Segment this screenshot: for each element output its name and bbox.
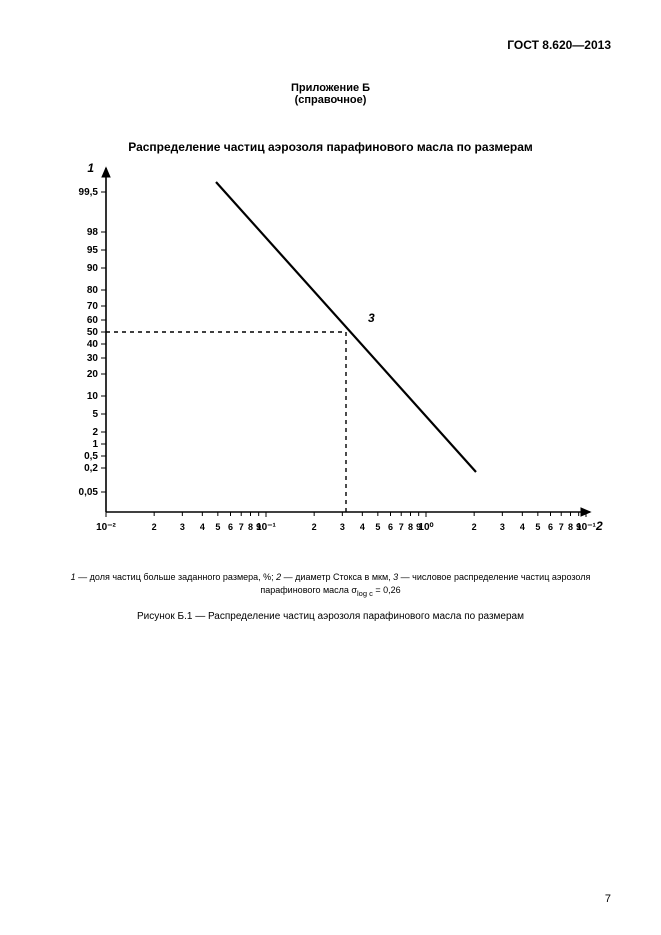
svg-text:4: 4 <box>519 522 524 532</box>
svg-text:8: 8 <box>247 522 252 532</box>
legend-text-1: — доля частиц больше заданного размера, … <box>76 572 276 582</box>
svg-text:0,5: 0,5 <box>84 451 98 462</box>
svg-text:3: 3 <box>499 522 504 532</box>
svg-text:7: 7 <box>558 522 563 532</box>
svg-text:0,2: 0,2 <box>84 463 98 474</box>
appendix-block: Приложение Б (справочное) <box>50 82 611 106</box>
svg-text:70: 70 <box>86 301 98 312</box>
svg-text:1: 1 <box>87 162 94 175</box>
svg-text:7: 7 <box>238 522 243 532</box>
page: ГОСТ 8.620—2013 Приложение Б (справочное… <box>0 0 661 935</box>
svg-text:4: 4 <box>359 522 364 532</box>
svg-text:2: 2 <box>595 519 603 533</box>
svg-text:2: 2 <box>151 522 156 532</box>
legend-sub: log c <box>357 588 373 597</box>
chart: 99,598959080706050403020105210,50,20,051… <box>51 162 611 557</box>
svg-text:2: 2 <box>471 522 476 532</box>
appendix-label: Приложение Б <box>50 82 611 94</box>
svg-text:3: 3 <box>368 311 375 325</box>
svg-text:20: 20 <box>86 369 98 380</box>
page-number: 7 <box>605 893 611 905</box>
svg-text:80: 80 <box>86 285 98 296</box>
legend-text-2: — диаметр Стокса в мкм, <box>281 572 393 582</box>
legend-text-4: = 0,26 <box>373 585 401 595</box>
svg-text:90: 90 <box>86 263 98 274</box>
svg-text:9: 9 <box>416 522 421 532</box>
svg-text:9: 9 <box>576 522 581 532</box>
svg-text:8: 8 <box>567 522 572 532</box>
svg-text:40: 40 <box>86 339 98 350</box>
svg-text:2: 2 <box>311 522 316 532</box>
figure-caption: Рисунок Б.1 — Распределение частиц аэроз… <box>50 611 611 622</box>
legend: 1 — доля частиц больше заданного размера… <box>50 571 611 599</box>
svg-text:9: 9 <box>256 522 261 532</box>
svg-text:6: 6 <box>227 522 232 532</box>
svg-text:99,5: 99,5 <box>78 187 98 198</box>
svg-text:6: 6 <box>387 522 392 532</box>
svg-text:1: 1 <box>92 439 98 450</box>
svg-text:95: 95 <box>86 245 98 256</box>
svg-text:5: 5 <box>215 522 220 532</box>
svg-text:3: 3 <box>179 522 184 532</box>
svg-text:5: 5 <box>535 522 540 532</box>
chart-title: Распределение частиц аэрозоля парафиново… <box>50 140 611 154</box>
svg-text:0,05: 0,05 <box>78 487 98 498</box>
svg-text:60: 60 <box>86 315 98 326</box>
svg-text:98: 98 <box>86 227 98 238</box>
svg-text:7: 7 <box>398 522 403 532</box>
chart-svg: 99,598959080706050403020105210,50,20,051… <box>51 162 611 552</box>
svg-text:30: 30 <box>86 353 98 364</box>
svg-text:50: 50 <box>86 327 98 338</box>
svg-text:2: 2 <box>92 427 98 438</box>
svg-text:4: 4 <box>199 522 204 532</box>
svg-text:6: 6 <box>547 522 552 532</box>
svg-text:3: 3 <box>339 522 344 532</box>
svg-text:5: 5 <box>92 409 98 420</box>
svg-text:8: 8 <box>407 522 412 532</box>
doc-id: ГОСТ 8.620—2013 <box>50 38 611 52</box>
svg-text:5: 5 <box>375 522 380 532</box>
svg-text:10⁻²: 10⁻² <box>96 522 116 533</box>
appendix-note: (справочное) <box>50 94 611 106</box>
svg-text:10: 10 <box>86 391 98 402</box>
